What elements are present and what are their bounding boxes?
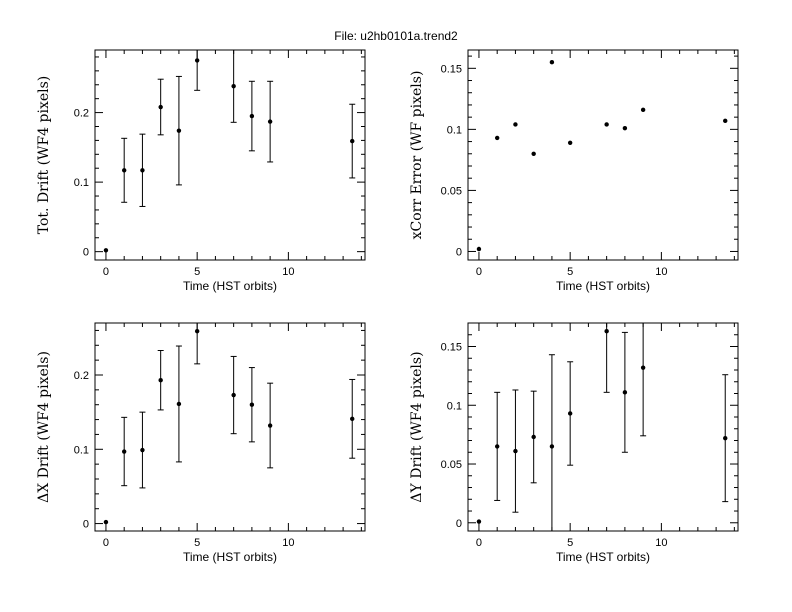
data-point bbox=[350, 416, 355, 422]
y-tick-label: 0.1 bbox=[74, 444, 89, 456]
data-point bbox=[640, 107, 646, 113]
chart-panel-top-left: 0 5 10 0 0.1 0.2 Time (HST orbits) Tot. Drift (… bbox=[36, 49, 366, 293]
y-tick-label: 0 bbox=[456, 246, 462, 258]
y-axis-label: xCorr Error (WF pixels) bbox=[409, 71, 425, 240]
data-point bbox=[121, 168, 127, 173]
x-tick-label: 5 bbox=[567, 266, 573, 278]
data-point bbox=[158, 104, 163, 110]
x-tick-label: 0 bbox=[476, 266, 482, 278]
x-axis-label: Time (HST orbits) bbox=[556, 279, 650, 293]
data-point bbox=[194, 328, 200, 334]
y-tick-label: 0 bbox=[83, 519, 89, 531]
plot-frame bbox=[467, 49, 739, 261]
data-point bbox=[121, 449, 127, 454]
x-tick-label: 10 bbox=[655, 537, 667, 549]
data-point bbox=[476, 246, 482, 252]
data-point bbox=[140, 168, 145, 173]
data-point bbox=[176, 401, 182, 407]
data-point bbox=[622, 390, 628, 395]
data-point bbox=[723, 435, 728, 441]
y-tick-label: 0.2 bbox=[74, 108, 89, 120]
data-point bbox=[494, 135, 500, 141]
data-point bbox=[531, 434, 536, 440]
data-point bbox=[723, 118, 728, 124]
x-axis-label: Time (HST orbits) bbox=[183, 279, 277, 293]
data-point bbox=[531, 151, 536, 156]
x-tick-label: 0 bbox=[476, 537, 482, 549]
x-tick-label: 0 bbox=[103, 266, 109, 278]
x-tick-label: 10 bbox=[282, 266, 294, 278]
data-point bbox=[513, 122, 518, 127]
x-tick-label: 5 bbox=[567, 537, 573, 549]
data-point bbox=[513, 448, 518, 454]
chart-panel-bottom-right: 0 5 10 0 0.05 0.1 0.15 Time (HST orbits) ΔY Drif… bbox=[409, 322, 739, 564]
data-point bbox=[604, 329, 609, 334]
y-tick-label: 0.1 bbox=[447, 124, 462, 136]
data-point bbox=[267, 423, 273, 428]
y-tick-label: 0.05 bbox=[441, 459, 462, 471]
x-axis-label: Time (HST orbits) bbox=[183, 550, 277, 564]
y-axis-label: ΔY Drift (WF4 pixels) bbox=[409, 351, 425, 502]
data-point bbox=[231, 392, 236, 398]
y-tick-label: 0.05 bbox=[441, 185, 462, 197]
y-axis-label: Tot. Drift (WF4 pixels) bbox=[36, 76, 52, 235]
data-point bbox=[476, 519, 482, 524]
y-tick-label: 0.1 bbox=[74, 177, 89, 189]
figure-title: File: u2hb0101a.trend2 bbox=[334, 29, 458, 43]
data-point bbox=[103, 519, 109, 525]
y-tick-label: 0 bbox=[83, 247, 89, 259]
y-tick-label: 0 bbox=[456, 518, 462, 530]
x-tick-label: 10 bbox=[282, 537, 294, 549]
data-point bbox=[350, 138, 355, 144]
x-tick-label: 5 bbox=[194, 537, 200, 549]
data-point bbox=[140, 447, 145, 453]
data-point bbox=[622, 125, 628, 131]
y-tick-label: 0.2 bbox=[74, 370, 89, 382]
x-axis-label: Time (HST orbits) bbox=[556, 550, 650, 564]
x-tick-label: 10 bbox=[655, 266, 667, 278]
chart-panel-bottom-left: 0 5 10 0 0.1 0.2 Time (HST orbits) ΔX Drift (WF… bbox=[36, 322, 366, 564]
y-tick-label: 0.1 bbox=[447, 400, 462, 412]
data-point bbox=[549, 60, 555, 65]
data-point bbox=[231, 83, 236, 89]
data-point bbox=[249, 113, 255, 119]
data-point bbox=[103, 248, 109, 253]
data-point bbox=[158, 378, 163, 383]
data-point bbox=[267, 119, 273, 124]
data-point bbox=[249, 402, 255, 407]
plot-frame bbox=[94, 49, 366, 261]
data-point bbox=[567, 411, 573, 416]
y-tick-label: 0.15 bbox=[441, 63, 462, 75]
data-point bbox=[549, 444, 555, 449]
data-point bbox=[567, 140, 573, 145]
y-tick-label: 0.15 bbox=[441, 342, 462, 354]
data-point bbox=[494, 444, 500, 449]
x-tick-label: 0 bbox=[103, 537, 109, 549]
data-point bbox=[194, 58, 200, 63]
plot-frame bbox=[467, 322, 739, 532]
chart-panel-top-right: 0 5 10 0 0.05 0.1 0.15 Time (HST orbits) xCorr E… bbox=[409, 49, 739, 293]
y-axis-label: ΔX Drift (WF4 pixels) bbox=[36, 351, 52, 503]
data-point bbox=[604, 122, 609, 127]
plot-frame bbox=[94, 322, 366, 532]
data-point bbox=[176, 128, 182, 133]
x-tick-label: 5 bbox=[194, 266, 200, 278]
data-point bbox=[640, 365, 646, 370]
